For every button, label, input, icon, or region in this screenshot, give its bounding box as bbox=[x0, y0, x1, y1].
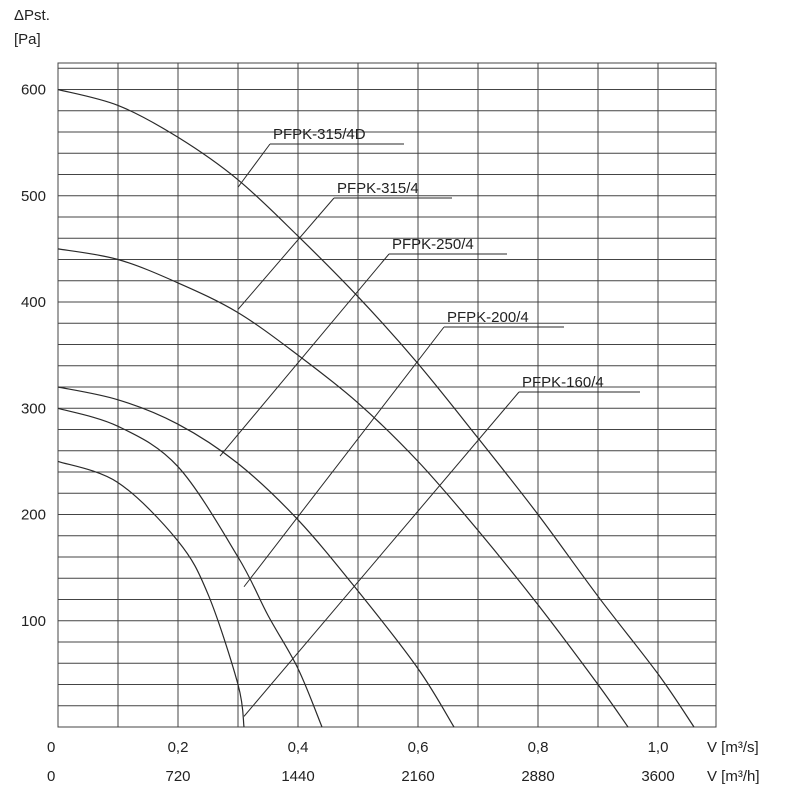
x-tick-label-m3h: 2880 bbox=[521, 768, 554, 785]
curve-pfpk-315-4 bbox=[57, 248, 629, 728]
x-ticks: 0 0,2 0,4 0,6 0,8 1,0 0 720 1440 2160 2880 3600 bbox=[47, 739, 675, 785]
y-axis-unit: [Pa] bbox=[14, 31, 41, 48]
x-axis-unit-m3h: V [m³/h] bbox=[707, 768, 760, 785]
series-label-pfpk-315-4d: PFPK-315/4D bbox=[273, 126, 366, 143]
y-tick-label: 300 bbox=[21, 400, 46, 417]
y-tick-label: 600 bbox=[21, 82, 46, 99]
leader-line bbox=[243, 391, 520, 717]
y-tick-label: 400 bbox=[21, 294, 46, 311]
curves bbox=[57, 88, 695, 728]
x-tick-label-m3h: 2160 bbox=[401, 768, 434, 785]
y-tick-label: 500 bbox=[21, 188, 46, 205]
leader-line bbox=[243, 326, 445, 588]
y-axis-label: ΔPst. bbox=[14, 7, 50, 24]
leader-line bbox=[237, 143, 271, 188]
x-tick-label-m3s: 0 bbox=[47, 739, 55, 756]
y-tick-label: 100 bbox=[21, 613, 46, 630]
plot-frame bbox=[57, 62, 717, 728]
x-tick-label-m3h: 3600 bbox=[641, 768, 674, 785]
x-axis-unit-m3s: V [m³/s] bbox=[707, 739, 759, 756]
x-tick-label-m3h: 720 bbox=[165, 768, 190, 785]
series-label-pfpk-315-4: PFPK-315/4 bbox=[337, 180, 419, 197]
x-tick-label-m3h: 0 bbox=[47, 768, 55, 785]
series-label-pfpk-160-4: PFPK-160/4 bbox=[522, 374, 604, 391]
grid bbox=[57, 62, 717, 728]
y-tick-label: 200 bbox=[21, 507, 46, 524]
curve-pfpk-315-4d bbox=[57, 88, 695, 728]
x-tick-label-m3s: 0,2 bbox=[168, 739, 189, 756]
leader-line bbox=[237, 197, 335, 310]
x-tick-label-m3s: 0,8 bbox=[528, 739, 549, 756]
x-tick-label-m3s: 0,6 bbox=[408, 739, 429, 756]
y-ticks: 600 500 400 300 200 100 bbox=[21, 82, 46, 630]
series-label-pfpk-250-4: PFPK-250/4 bbox=[392, 236, 474, 253]
curve-pfpk-250-4 bbox=[57, 386, 455, 728]
x-tick-label-m3s: 1,0 bbox=[648, 739, 669, 756]
leaders: PFPK-315/4D PFPK-315/4 PFPK-250/4 PFPK-200/… bbox=[219, 126, 640, 717]
curve-pfpk-200-4 bbox=[57, 407, 323, 728]
leader-line bbox=[219, 253, 390, 457]
series-label-pfpk-200-4: PFPK-200/4 bbox=[447, 309, 529, 326]
curve-pfpk-160-4 bbox=[57, 460, 245, 728]
x-tick-label-m3s: 0,4 bbox=[288, 739, 309, 756]
x-tick-label-m3h: 1440 bbox=[281, 768, 314, 785]
